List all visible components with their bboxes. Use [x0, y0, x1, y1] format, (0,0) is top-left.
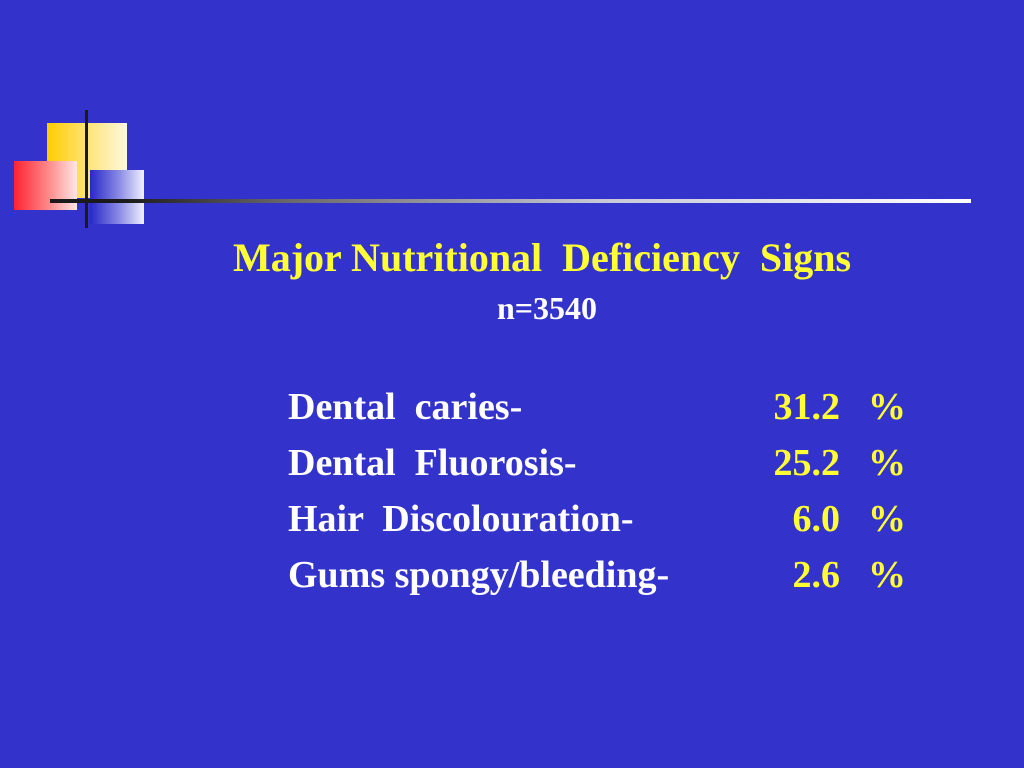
percent-unit: %	[868, 554, 906, 596]
sign-percentage: 25.2	[773, 442, 841, 484]
sign-percentage: 31.2	[773, 386, 841, 428]
deficiency-list: Dental caries- 31.2 % Dental Fluorosis- …	[0, 385, 1024, 609]
sign-percentage: 2.6	[792, 554, 841, 596]
decorative-blue-square	[90, 170, 144, 224]
percent-unit: %	[868, 498, 906, 540]
list-item: Dental caries- 31.2 %	[0, 385, 1024, 441]
decorative-vertical-line	[85, 110, 88, 228]
percent-unit: %	[868, 442, 906, 484]
decorative-horizontal-rule	[50, 199, 971, 203]
percent-unit: %	[868, 386, 906, 428]
sample-size-label: n=3540	[496, 290, 598, 326]
sign-label: Dental caries-	[288, 386, 523, 428]
sign-percentage: 6.0	[792, 498, 841, 540]
sign-label: Gums spongy/bleeding-	[288, 554, 670, 596]
list-item: Gums spongy/bleeding- 2.6 %	[0, 553, 1024, 609]
sign-label: Dental Fluorosis-	[288, 442, 577, 484]
slide-title: Major Nutritional Deficiency Signs	[232, 235, 852, 280]
list-item: Hair Discolouration- 6.0 %	[0, 497, 1024, 553]
sign-label: Hair Discolouration-	[288, 498, 634, 540]
list-item: Dental Fluorosis- 25.2 %	[0, 441, 1024, 497]
